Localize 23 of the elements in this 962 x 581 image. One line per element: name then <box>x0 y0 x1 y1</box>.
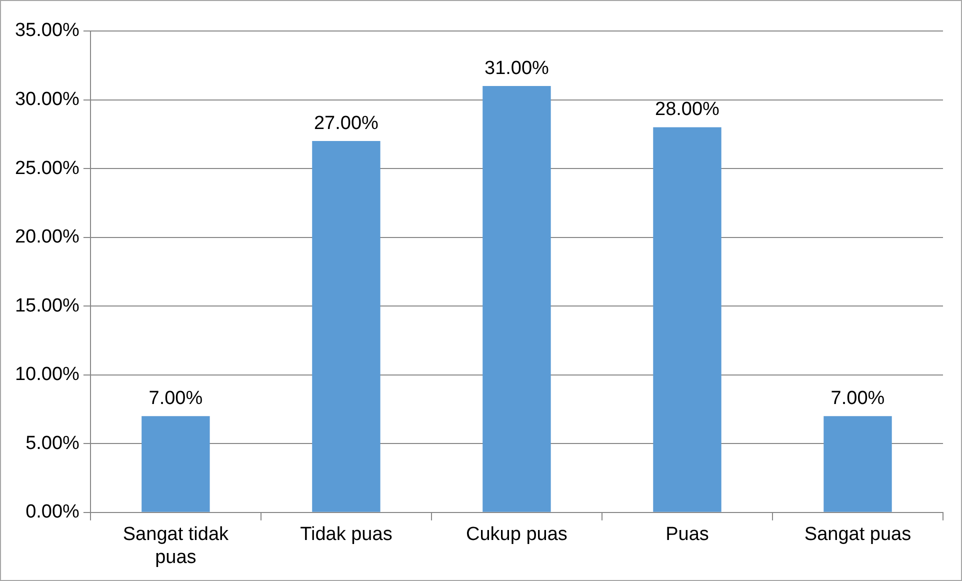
bar <box>312 141 380 512</box>
x-tick-label: Sangat tidak puas <box>122 524 230 568</box>
y-tick-label: 25.00% <box>14 158 80 179</box>
x-tick-label: Sangat puas <box>804 524 912 546</box>
x-tick-label: Tidak puas <box>300 524 392 546</box>
bar <box>142 416 210 512</box>
data-label: 28.00% <box>655 99 720 120</box>
y-tick-label: 35.00% <box>14 20 80 42</box>
y-tick-label: 10.00% <box>14 364 80 386</box>
data-label: 7.00% <box>830 388 885 409</box>
bar <box>482 86 551 512</box>
bar <box>824 416 892 512</box>
data-label: 27.00% <box>314 112 379 134</box>
bar <box>653 127 722 512</box>
y-tick-label: 0.00% <box>26 502 80 523</box>
data-label: 7.00% <box>148 388 203 409</box>
y-tick-label: 5.00% <box>26 432 80 454</box>
data-label: 31.00% <box>484 58 550 79</box>
y-tick-label: 20.00% <box>14 226 80 248</box>
y-tick-label: 15.00% <box>14 295 80 316</box>
x-tick-label: Puas <box>666 524 709 546</box>
y-tick-label: 30.00% <box>14 89 80 110</box>
x-tick-label: Cukup puas <box>466 524 568 546</box>
